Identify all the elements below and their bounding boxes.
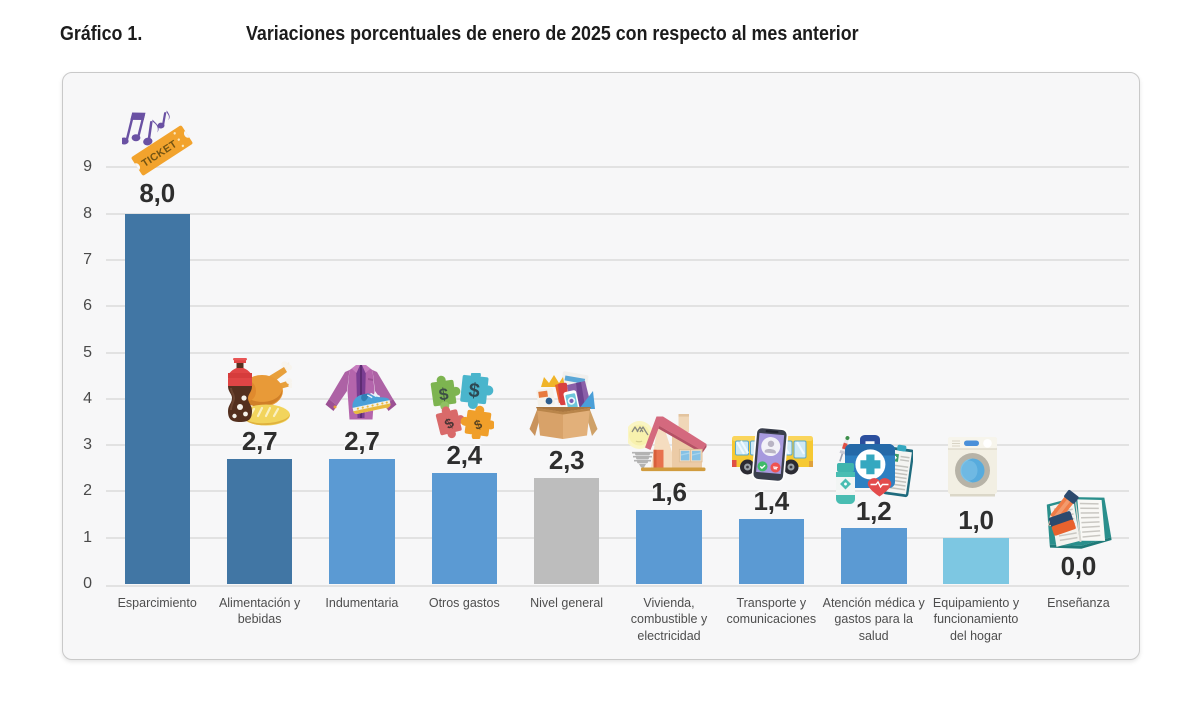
svg-text:$: $ (468, 379, 481, 402)
svg-text:$: $ (438, 384, 451, 404)
